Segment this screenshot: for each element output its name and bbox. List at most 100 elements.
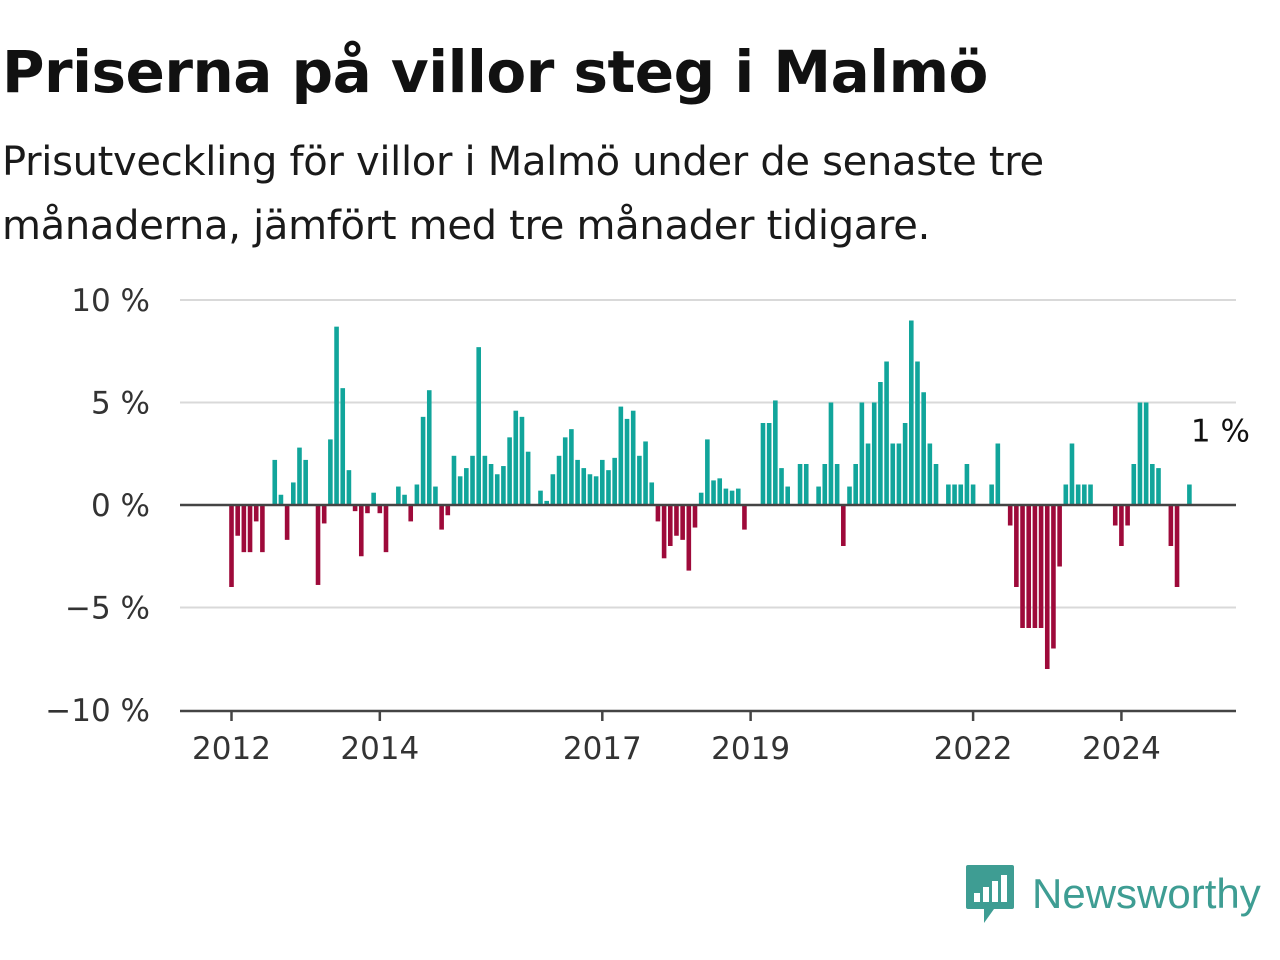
bar xyxy=(501,466,506,505)
bar xyxy=(834,464,840,505)
bar xyxy=(1051,505,1056,649)
bar xyxy=(569,429,574,505)
bar xyxy=(420,416,426,505)
bar xyxy=(315,505,321,585)
bar xyxy=(1168,505,1174,546)
bar xyxy=(334,326,339,505)
bar xyxy=(1014,505,1019,587)
bar xyxy=(915,361,920,505)
bar xyxy=(544,500,549,505)
bar xyxy=(439,505,444,530)
bar xyxy=(958,484,964,505)
bar xyxy=(352,505,358,512)
x-tick-label: 2024 xyxy=(1082,731,1161,767)
y-tick-label: −10 % xyxy=(45,693,150,729)
bar xyxy=(884,361,889,505)
bar xyxy=(717,478,723,505)
bar xyxy=(476,347,481,505)
x-tick-label: 2012 xyxy=(192,731,271,767)
bar xyxy=(995,443,1001,505)
bar xyxy=(773,400,778,505)
bar xyxy=(278,494,284,505)
bar xyxy=(383,505,389,553)
bar xyxy=(328,439,333,505)
bar xyxy=(377,505,383,514)
bar xyxy=(1187,484,1192,505)
bar xyxy=(253,505,259,522)
bar xyxy=(803,464,809,505)
bar xyxy=(649,482,655,505)
bar xyxy=(1063,484,1069,505)
bar xyxy=(408,505,414,522)
bar xyxy=(593,476,599,505)
bar xyxy=(964,464,970,505)
bar xyxy=(946,484,951,505)
bar xyxy=(902,423,908,505)
bar xyxy=(519,416,525,505)
bar xyxy=(630,410,636,505)
bar xyxy=(507,437,512,505)
bar xyxy=(742,505,747,530)
bar xyxy=(1112,505,1118,526)
bar xyxy=(581,468,587,505)
bar xyxy=(686,505,692,571)
bar-chart: 10 % 5 % 0 % −5 % −10 % 2012 2014 2017 2019 2022… xyxy=(45,283,1250,767)
bar xyxy=(785,486,790,505)
bar xyxy=(235,505,240,536)
bar xyxy=(402,494,407,505)
bar xyxy=(1125,505,1130,526)
value-annotation: 1 % xyxy=(1191,414,1250,450)
brand-name: Newsworthy xyxy=(1032,870,1261,917)
bar xyxy=(426,390,432,505)
bar xyxy=(667,505,673,546)
bar xyxy=(451,455,457,505)
bar xyxy=(705,439,710,505)
x-tick-label: 2019 xyxy=(711,731,790,767)
bar xyxy=(1174,505,1180,587)
bar xyxy=(1143,402,1149,505)
bar xyxy=(1069,443,1075,505)
newsworthy-logo-icon xyxy=(966,865,1014,923)
bar xyxy=(989,484,994,505)
bar xyxy=(414,484,420,505)
bar xyxy=(698,492,704,505)
x-axis-labels: 2012 2014 2017 2019 2022 2024 xyxy=(192,711,1161,767)
bar xyxy=(624,418,630,505)
bar xyxy=(890,443,896,505)
bar xyxy=(612,457,617,505)
bar xyxy=(822,464,828,505)
bar xyxy=(841,505,846,546)
bar xyxy=(692,505,698,528)
y-tick-label: 10 % xyxy=(71,283,150,319)
bar xyxy=(909,320,914,505)
bar xyxy=(600,459,605,505)
bar xyxy=(464,468,469,505)
bar xyxy=(1038,505,1044,628)
bar xyxy=(618,406,624,505)
bar xyxy=(643,441,648,505)
bar xyxy=(779,468,784,505)
bar xyxy=(1088,484,1093,505)
y-axis-labels: 10 % 5 % 0 % −5 % −10 % xyxy=(45,283,150,729)
gridlines xyxy=(180,299,1236,609)
y-tick-label: 0 % xyxy=(91,488,150,524)
bar xyxy=(655,505,661,522)
bar xyxy=(1007,505,1013,526)
bar xyxy=(723,488,729,505)
chart-title: Priserna på villor steg i Malmö xyxy=(2,38,988,106)
bar xyxy=(445,505,451,516)
bar xyxy=(340,388,346,505)
bar xyxy=(482,455,488,505)
annotations: 1 % xyxy=(1191,414,1250,450)
bar xyxy=(606,470,611,505)
bar xyxy=(970,484,976,505)
bar xyxy=(896,443,902,505)
bar xyxy=(241,505,247,553)
bar xyxy=(1032,505,1038,628)
bar xyxy=(637,455,642,505)
bar xyxy=(878,382,883,505)
x-tick-label: 2014 xyxy=(340,731,419,767)
bars xyxy=(229,320,1192,669)
bar xyxy=(587,474,593,505)
bar xyxy=(1026,505,1032,628)
